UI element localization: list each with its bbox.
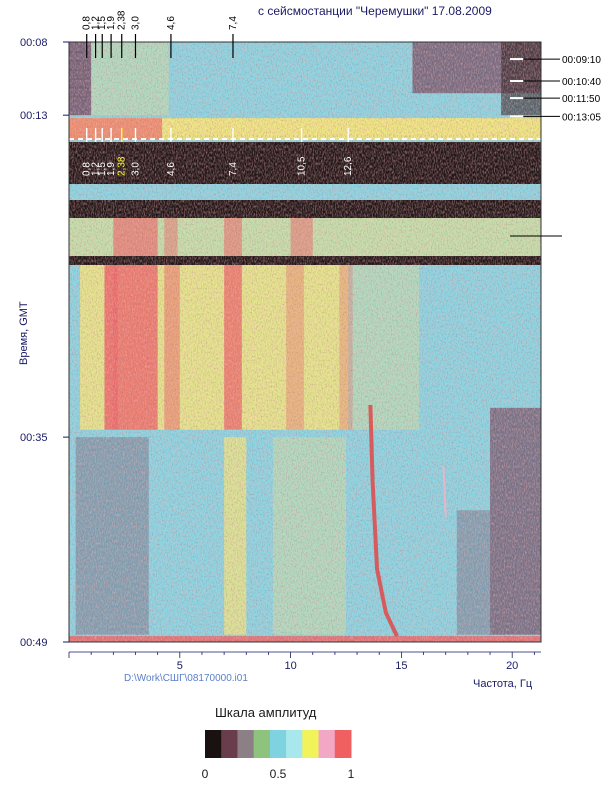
- event-trace-red: [368, 404, 399, 638]
- x-tick-label-3: 20: [506, 660, 518, 672]
- event-trace-pink: [442, 466, 447, 518]
- band-mark-label-6: 4,6: [166, 162, 177, 176]
- color-swatch-5: [286, 730, 303, 758]
- x-axis: 5 10 15 20: [68, 651, 541, 672]
- color-scale: Шкала амплитуд 0 0.5 1: [202, 705, 355, 781]
- color-scale-labels: 0 0.5 1: [202, 767, 355, 781]
- x-tick-label-1: 10: [284, 660, 296, 672]
- plot-border: [68, 41, 542, 643]
- top-mark-label-2: 1,5: [97, 16, 108, 30]
- time-mark-label-3: 00:13:05: [562, 112, 601, 123]
- top-mark-label-4: 2,38: [117, 10, 128, 30]
- color-swatch-8: [334, 730, 352, 758]
- heatmap-texture-dark: [69, 42, 541, 642]
- band-mark-label-4: 2,38: [117, 156, 128, 176]
- file-path-label: D:\Work\СШГ\08170000.i01: [124, 673, 248, 684]
- band-mark-label-3: 1,9: [106, 162, 117, 176]
- heatmap-overlays: [69, 51, 541, 642]
- color-swatch-4: [269, 730, 287, 758]
- y-tick-label-1: 00:13: [20, 110, 48, 122]
- color-scale-label-2: 1: [348, 767, 355, 781]
- y-axis-title: Время, GMT: [18, 301, 30, 365]
- y-axis: 00:08 00:13 00:35 00:49: [20, 37, 69, 649]
- top-mark-label-5: 3,0: [130, 16, 141, 30]
- band-mark-label-2: 1,5: [97, 162, 108, 176]
- y-tick-label-0: 00:08: [20, 37, 48, 49]
- top-mark-label-3: 1,9: [106, 16, 117, 30]
- top-mark-label-7: 7,4: [228, 16, 239, 30]
- chart-title: с сейсмостанции "Черемушки" 17.08.2009: [258, 4, 492, 18]
- band-mark-label-8: 10,5: [297, 156, 308, 176]
- color-swatch-7: [318, 730, 336, 758]
- color-scale-title: Шкала амплитуд: [215, 705, 317, 720]
- band-mark-label-7: 7,4: [228, 162, 239, 176]
- time-mark-label-1: 00:10:40: [562, 77, 601, 88]
- color-swatch-0: [205, 730, 222, 758]
- band-mark-label-0: 0,8: [82, 162, 93, 176]
- time-marks: 00:09:10 00:10:40 00:11:50 00:13:05: [509, 55, 601, 237]
- y-tick-label-3: 00:49: [20, 637, 48, 649]
- top-mark-label-6: 4,6: [166, 16, 177, 30]
- time-mark-label-2: 00:11:50: [562, 94, 601, 105]
- color-swatch-1: [221, 730, 238, 758]
- hatch-strip-band-top: [69, 135, 517, 143]
- color-scale-swatches: [205, 730, 352, 758]
- color-scale-label-0: 0: [202, 767, 209, 781]
- band-frequency-marks: 0,81,21,51,9 2,38 3,0 4,6 7,4 10,5 12,6: [82, 128, 354, 176]
- top-mark-label-0: 0,8: [82, 16, 93, 30]
- top-mark-label-1: 1,2: [91, 16, 102, 30]
- x-tick-label-2: 15: [395, 660, 407, 672]
- x-tick-label-0: 5: [177, 660, 183, 672]
- band-mark-label-1: 1,2: [91, 162, 102, 176]
- color-swatch-2: [237, 730, 255, 758]
- color-swatch-3: [253, 730, 271, 758]
- top-frequency-marks: 0,81,21,51,9 2,38 3,0 4,6 7,4: [82, 10, 239, 58]
- y-tick-label-2: 00:35: [20, 432, 48, 444]
- band-mark-label-5: 3,0: [130, 162, 141, 176]
- heatmap-area: [69, 42, 541, 642]
- x-axis-title: Частота, Гц: [473, 678, 533, 690]
- color-scale-label-1: 0.5: [270, 767, 287, 781]
- band-mark-label-9: 12,6: [343, 156, 354, 176]
- color-swatch-6: [302, 730, 320, 758]
- time-mark-label-0: 00:09:10: [562, 55, 601, 66]
